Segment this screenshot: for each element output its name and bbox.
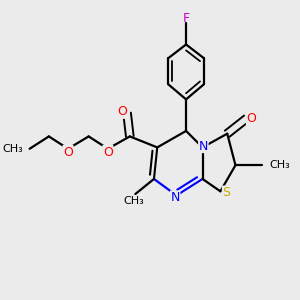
- Text: N: N: [199, 140, 208, 152]
- Text: O: O: [247, 112, 256, 124]
- Text: CH₃: CH₃: [270, 160, 290, 170]
- Text: CH₃: CH₃: [124, 196, 144, 206]
- Text: CH₃: CH₃: [2, 144, 23, 154]
- Text: O: O: [63, 146, 73, 159]
- Text: N: N: [170, 191, 180, 204]
- Text: O: O: [103, 146, 113, 159]
- Text: F: F: [182, 12, 190, 25]
- Text: O: O: [117, 105, 127, 118]
- Text: S: S: [222, 186, 230, 199]
